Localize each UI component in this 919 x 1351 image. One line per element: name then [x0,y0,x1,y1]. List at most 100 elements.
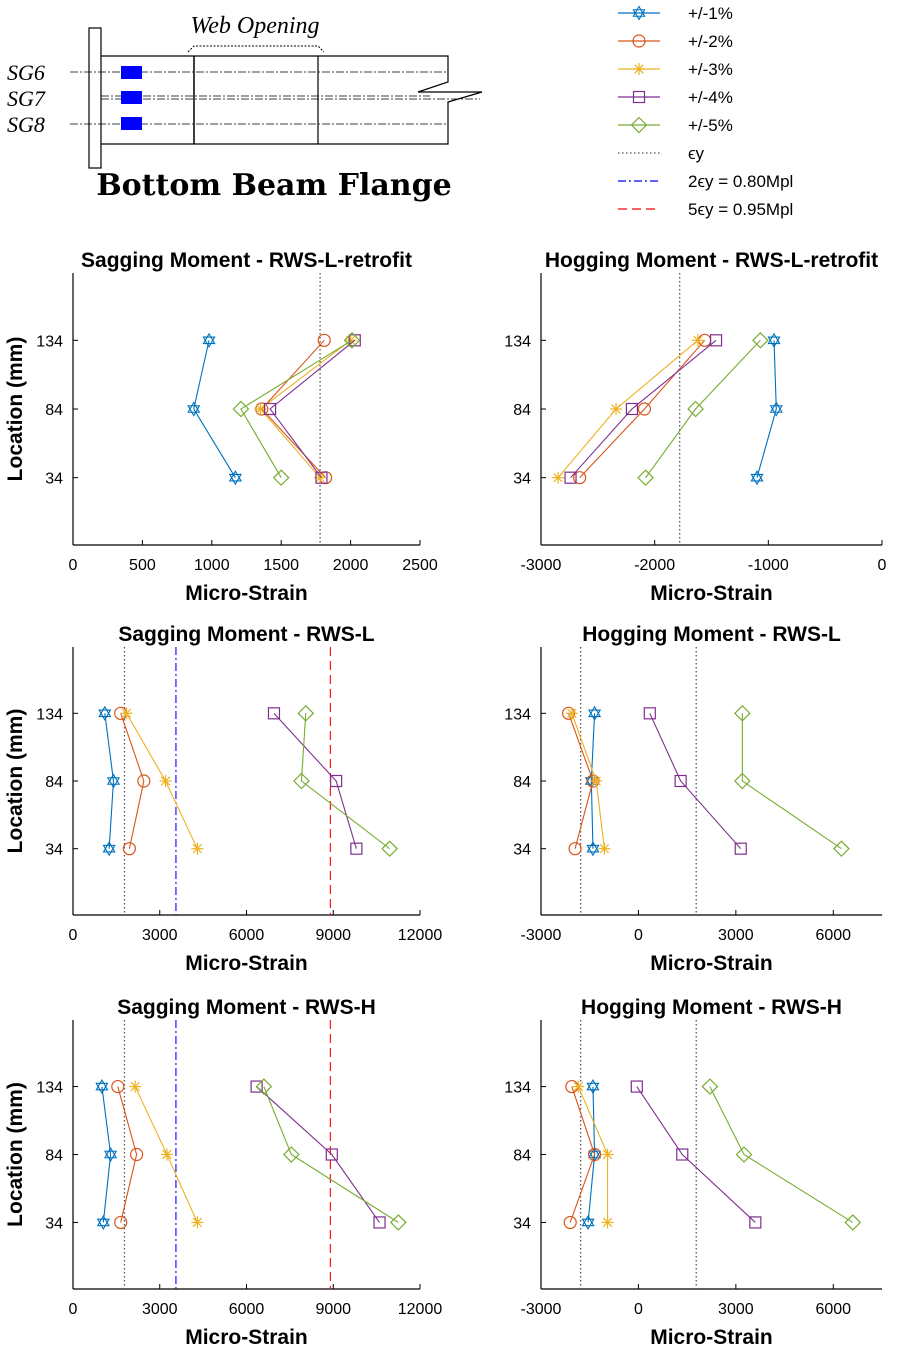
data-point-d2 [602,1149,613,1160]
data-point [228,470,242,486]
series-1 [750,332,783,486]
series-3 [565,707,611,855]
series-5 [734,704,850,858]
data-point-d2 [160,776,171,786]
data-point [601,1148,614,1161]
data-point [687,400,704,418]
x-tick-label: 1500 [263,557,299,574]
data-point [552,471,565,484]
data-point-b [96,1218,110,1231]
x-axis-label: Micro-Strain [185,582,308,605]
data-point-b [187,405,201,417]
data-point-a [769,401,783,413]
data-point [315,471,328,484]
series-line [579,339,706,479]
data-point [272,469,290,487]
legend-label: ϵy [688,144,705,163]
data-point [573,471,587,485]
data-point [267,707,281,720]
x-tick-label: 0 [69,557,78,574]
data-point-b [95,1082,109,1095]
series-5 [232,331,361,487]
data-point-a [187,401,201,413]
data-point [96,1214,110,1231]
legend-label: +/-4% [688,88,733,107]
data-point [564,471,577,484]
series-line [273,712,357,849]
web-opening-label: Web Opening [190,13,319,39]
data-point-d2 [553,472,563,483]
data-point-a [228,470,242,482]
legend-label: +/-5% [688,116,733,135]
data-point-d2 [130,1081,140,1092]
series-line [193,340,236,478]
x-axis-label: Micro-Strain [185,952,308,975]
series-5 [637,331,769,487]
data-point-d2 [693,335,703,346]
data-point-d2 [602,1217,613,1228]
data-point-b [106,777,121,789]
data-point-a [98,705,112,718]
series-2 [573,333,712,485]
data-point [95,1078,109,1095]
series-3 [120,707,204,855]
data-point [122,842,136,856]
data-point [102,841,116,857]
diagram-title: Bottom Beam Flange [96,168,451,203]
data-point [191,1216,204,1229]
data-point-a [588,705,602,718]
y-tick-label: 134 [36,706,63,723]
y-axis-label: Location (mm) [4,337,27,482]
plot-panel-4: -3000 0 3000 6000 34 84 134 Hogging Moment - RW… [504,623,882,975]
data-point [625,402,639,416]
data-point [389,1214,407,1231]
legend-marker-hexagram [632,5,646,21]
data-point [691,334,704,347]
data-point-b [586,844,600,857]
x-tick-label: 3000 [142,927,178,944]
series-1 [95,1078,118,1231]
data-point [191,842,204,855]
y-axis-label: Location (mm) [4,1082,27,1227]
data-point-a [202,332,216,345]
data-point-d2 [315,472,325,483]
series-4 [250,1080,386,1229]
data-point [588,1146,602,1163]
y-tick-label: 34 [45,842,63,859]
data-point [104,1146,118,1163]
data-point [232,400,250,418]
x-tick-label: 0 [634,1301,643,1318]
legend-marker-asterisk-d2 [634,64,644,74]
data-point [735,1146,753,1163]
data-point [676,1148,689,1161]
data-point-b [588,709,602,721]
data-point [701,1078,719,1095]
strain-gauge-sg6 [121,66,142,79]
data-point-b [769,405,783,417]
series-2 [114,706,151,856]
data-point [565,707,578,720]
legend-item-1: +/-1% [618,4,733,23]
data-point [587,1147,602,1162]
x-tick-label: 12000 [398,1301,443,1318]
legend-label: +/-2% [688,32,733,51]
legend: +/-1% +/-2% +/-3% +/-4% +/-5% ϵy 2ϵy = 0.80Mpl… [618,4,793,219]
x-tick-label: 6000 [229,927,265,944]
series-line [300,713,390,850]
data-point-a [586,1078,600,1091]
y-tick-label: 134 [504,333,531,350]
series-line [263,1086,399,1223]
plot-title: Hogging Moment - RWS-L [582,623,841,646]
data-point [844,1214,862,1231]
legend-marker-hexagram-b [632,9,646,21]
data-point-b [588,1150,602,1163]
data-point [752,331,769,349]
gauge-label-sg7: SG7 [7,86,46,111]
data-point [598,842,611,855]
x-tick-label: 2500 [402,557,438,574]
data-point-a [767,332,781,345]
legend-item-y: ϵy [618,144,705,163]
series-4 [643,707,747,855]
series-line [568,713,594,849]
data-point-b [586,1082,600,1095]
